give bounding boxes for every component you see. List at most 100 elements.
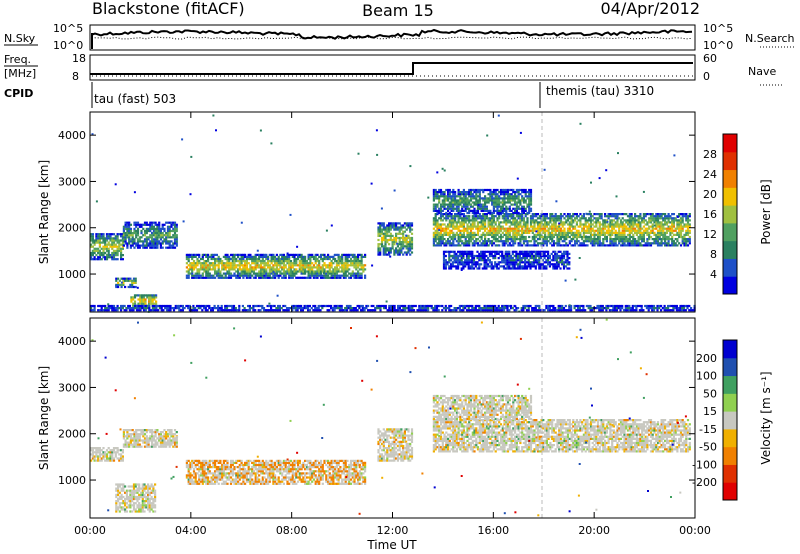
- data-cell: [218, 309, 221, 312]
- data-cell: [506, 221, 510, 224]
- data-cell: [396, 253, 399, 256]
- data-cell: [445, 231, 448, 234]
- data-cell: [312, 270, 315, 273]
- data-cell: [499, 240, 503, 243]
- data-cell: [335, 304, 338, 308]
- data-cell: [443, 227, 446, 230]
- data-cell: [511, 252, 514, 255]
- data-cell: [515, 231, 518, 234]
- data-cell: [302, 270, 305, 273]
- data-cell: [527, 250, 530, 253]
- data-cell: [168, 227, 171, 230]
- data-cell: [540, 263, 543, 266]
- data-cell: [382, 238, 385, 242]
- data-cell: [658, 233, 661, 236]
- data-cell: [518, 254, 521, 258]
- data-cell: [452, 242, 455, 245]
- data-cell: [574, 240, 577, 243]
- data-cell: [337, 253, 340, 256]
- data-cell: [245, 255, 248, 258]
- data-cell: [517, 199, 520, 202]
- data-cell: [284, 304, 287, 308]
- data-cell: [607, 231, 610, 234]
- data-cell: [476, 229, 480, 232]
- data-cell: [268, 276, 271, 279]
- data-cell: [544, 242, 547, 245]
- data-cell: [464, 242, 467, 245]
- data-cell: [526, 244, 529, 247]
- data-cell: [221, 262, 224, 265]
- data-cell: [331, 307, 334, 310]
- data-cell: [405, 307, 409, 310]
- data-cell: [441, 227, 444, 230]
- data-cell: [621, 225, 624, 228]
- data-cell: [210, 255, 213, 258]
- data-cell: [581, 235, 584, 239]
- data-cell: [128, 227, 131, 230]
- data-cell: [247, 276, 250, 279]
- data-cell: [505, 221, 508, 224]
- data-cell: [452, 231, 455, 234]
- data-cell: [447, 231, 450, 234]
- data-cell: [291, 266, 294, 269]
- data-cell: [501, 199, 504, 202]
- data-cell: [107, 309, 110, 312]
- data-cell: [268, 264, 271, 267]
- data-cell: [494, 223, 497, 226]
- data-cell: [439, 207, 443, 210]
- data-cell: [319, 253, 323, 256]
- data-cell: [122, 236, 125, 239]
- data-cell: [192, 309, 195, 312]
- data-cell: [642, 217, 645, 220]
- data-cell: [109, 235, 112, 238]
- data-cell: [517, 229, 520, 232]
- data-cell: [328, 276, 331, 279]
- data-cell: [499, 238, 503, 241]
- data-cell: [400, 247, 403, 250]
- data-cell: [204, 309, 207, 312]
- data-cell: [471, 223, 474, 226]
- data-cell: [676, 221, 679, 224]
- data-cell: [514, 195, 517, 198]
- cpid-program-1: tau (fast) 503: [94, 92, 176, 106]
- data-cell: [441, 195, 444, 198]
- data-cell: [148, 307, 151, 310]
- data-cell: [263, 270, 266, 273]
- data-cell: [483, 254, 486, 258]
- data-cell: [561, 221, 564, 224]
- data-cell: [522, 254, 525, 258]
- data-cell: [284, 260, 287, 263]
- data-cell: [491, 193, 494, 196]
- data-cell: [588, 217, 591, 220]
- data-cell: [353, 253, 356, 256]
- data-cell: [133, 232, 136, 235]
- data-cell: [93, 309, 96, 312]
- data-cell: [549, 242, 552, 245]
- data-cell: [642, 233, 645, 236]
- data-cell: [97, 235, 100, 238]
- data-cell: [667, 215, 670, 218]
- data-cell: [286, 270, 289, 273]
- data-cell: [152, 240, 155, 243]
- data-cell: [155, 294, 158, 297]
- data-cell: [281, 272, 284, 275]
- data-cell: [566, 267, 569, 270]
- data-cell: [478, 221, 481, 224]
- data-cell: [143, 221, 147, 224]
- data-cell: [473, 215, 476, 218]
- data-cell: [642, 235, 645, 239]
- data-cell: [591, 233, 594, 236]
- data-cell: [632, 233, 635, 236]
- data-cell: [453, 252, 456, 255]
- data-cell: [494, 203, 497, 206]
- data-cell: [595, 229, 598, 232]
- data-cell: [307, 253, 310, 256]
- data-cell: [478, 257, 481, 260]
- data-cell: [559, 223, 563, 226]
- data-cell: [531, 238, 534, 241]
- data-cell: [464, 252, 467, 255]
- data-cell: [679, 223, 683, 226]
- data-cell: [201, 309, 204, 312]
- data-cell: [535, 227, 538, 230]
- data-cell: [234, 307, 237, 310]
